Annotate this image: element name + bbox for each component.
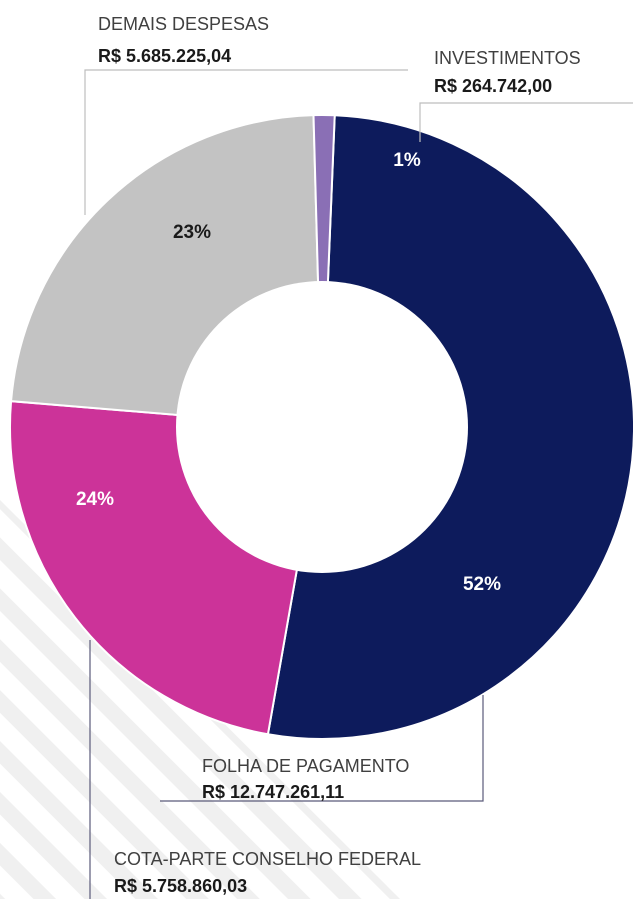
callout-folha-de-pagamento: FOLHA DE PAGAMENTO R$ 12.747.261,11: [202, 756, 409, 802]
leader-line-investimentos: [419, 102, 633, 142]
slice-name-folha-de-pagamento: FOLHA DE PAGAMENTO: [202, 756, 409, 776]
percent-label-demais: 23%: [173, 222, 211, 243]
slice-investimentos: [312, 114, 336, 428]
percent-labels: 52% 24% 23% 1%: [76, 150, 501, 595]
donut-hole: [176, 281, 468, 573]
slice-name-cota-parte: COTA-PARTE CONSELHO FEDERAL: [114, 849, 421, 869]
percent-label-cota-parte: 24%: [76, 489, 114, 510]
percent-label-investimentos: 1%: [393, 150, 421, 171]
leader-lines: [84, 69, 633, 899]
leader-line-folha: [160, 695, 484, 802]
slice-value-cota-parte: R$ 5.758.860,03: [114, 876, 247, 896]
percent-label-folha: 52%: [463, 574, 501, 595]
callout-demais-despesas: DEMAIS DESPESAS R$ 5.685.225,04: [98, 14, 269, 66]
callout-cota-parte: COTA-PARTE CONSELHO FEDERAL R$ 5.758.860…: [114, 849, 421, 896]
slice-value-investimentos: R$ 264.742,00: [434, 76, 552, 96]
slice-name-investimentos: INVESTIMENTOS: [434, 48, 581, 68]
slice-value-folha-de-pagamento: R$ 12.747.261,11: [202, 782, 344, 802]
slice-name-demais-despesas: DEMAIS DESPESAS: [98, 14, 269, 34]
slice-value-demais-despesas: R$ 5.685.225,04: [98, 46, 231, 66]
leader-line-demais: [84, 69, 408, 215]
callout-investimentos: INVESTIMENTOS R$ 264.742,00: [434, 48, 581, 96]
